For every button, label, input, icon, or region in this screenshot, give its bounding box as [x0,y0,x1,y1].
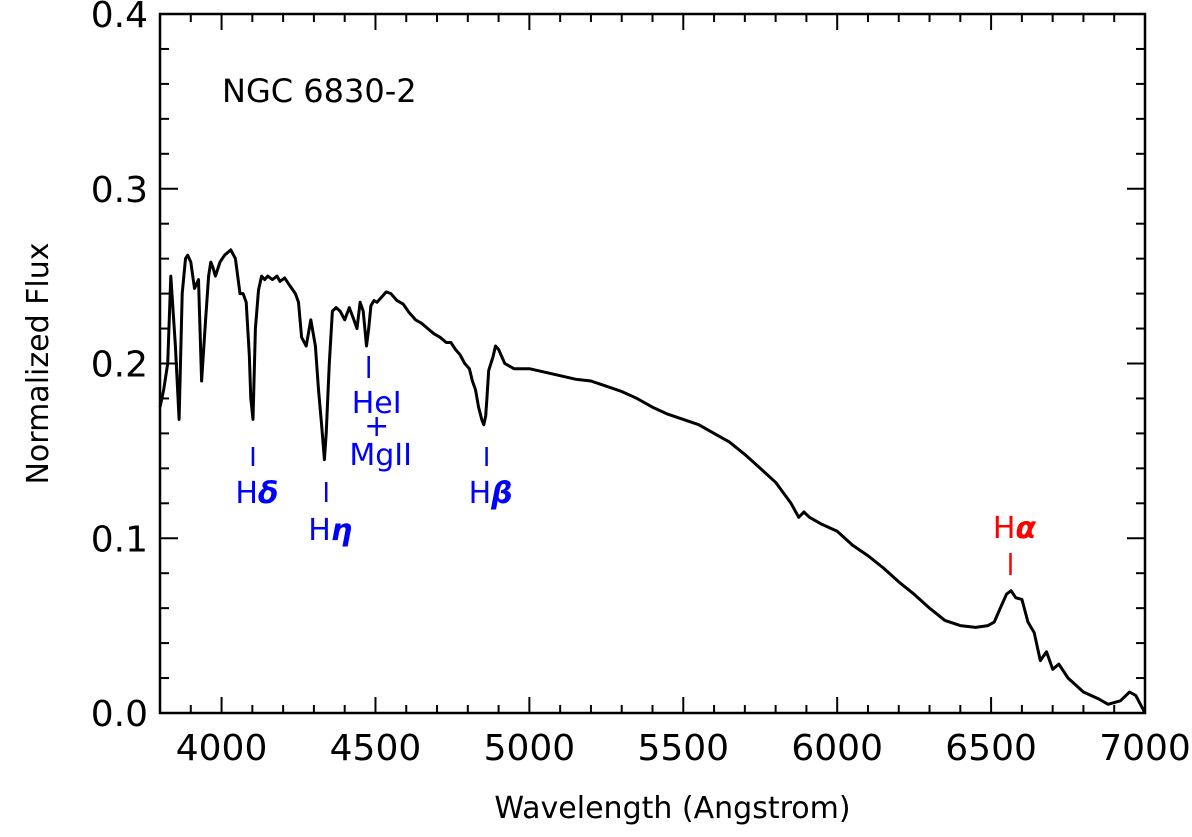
y-tick-label: 0.2 [91,345,148,386]
line-marker-label: Hη [308,513,352,548]
line-marker-label: MgII [349,438,412,473]
line-marker-greek: η [331,513,352,548]
x-tick-label: 6000 [791,728,883,769]
x-axis-title: Wavelength (Angstrom) [494,791,850,826]
y-axis-title: Normalized Flux [21,242,56,484]
line-marker-label: Hβ [469,476,513,511]
x-tick-label: 4500 [330,728,422,769]
line-marker-element: H [993,511,1016,546]
plot-frame [158,12,1147,715]
y-tick-label: 0.4 [91,0,148,36]
line-marker-greek: δ [258,476,279,511]
x-tick-label: 4000 [176,728,268,769]
spectrum-line-0 [158,248,1147,714]
line-marker-element: H [308,513,331,548]
y-tick-label: 0.1 [91,519,148,560]
x-tick-label: 5500 [637,728,729,769]
object-name-label: NGC 6830-2 [222,72,417,110]
line-marker-element: H [469,476,492,511]
line-marker-label: Hδ [235,476,278,511]
x-tick-label: 6500 [945,728,1037,769]
line-marker-label: + [364,409,389,444]
line-marker-greek: α [1015,511,1036,546]
line-marker-element: H [235,476,258,511]
line-marker-greek: β [490,476,512,511]
x-tick-label: 5000 [484,728,576,769]
line-marker-label: Hα [993,511,1037,546]
x-tick-label: 7000 [1099,728,1191,769]
y-tick-label: 0.0 [91,694,148,735]
y-tick-label: 0.3 [91,170,148,211]
line-marker-label: HeI [352,386,402,421]
